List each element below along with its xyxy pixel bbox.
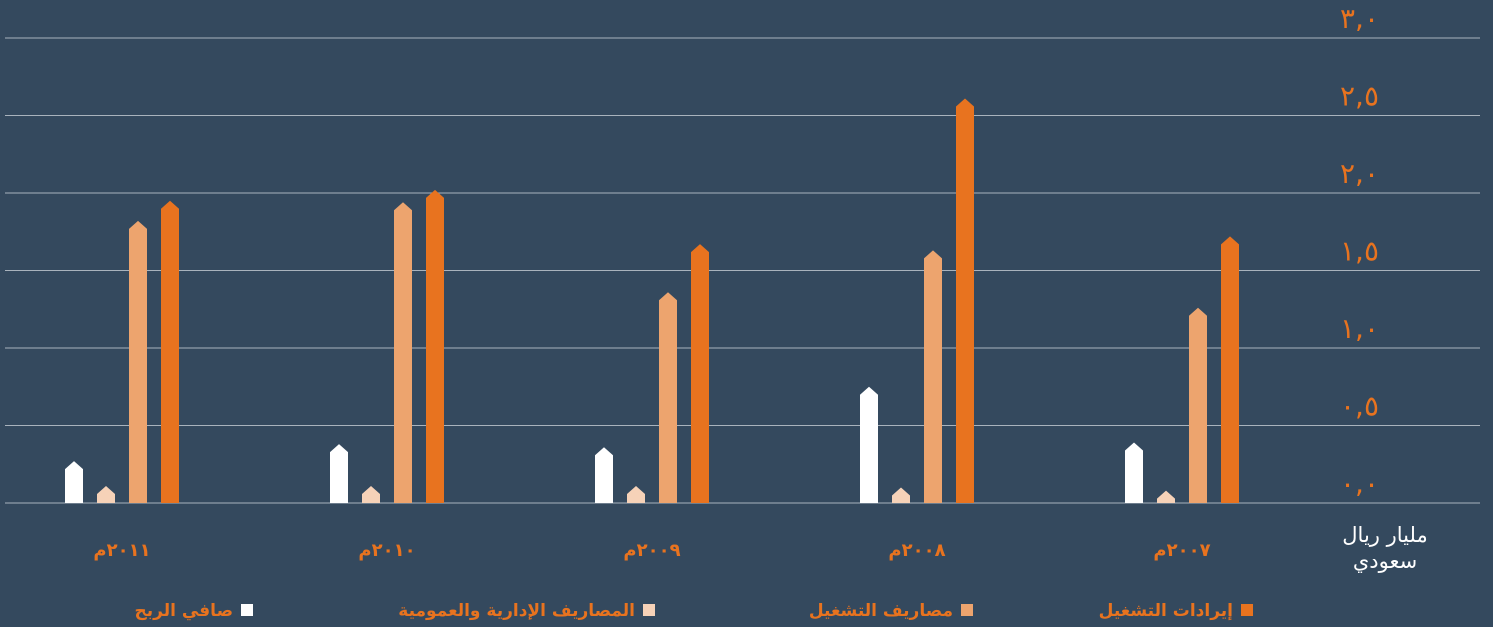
legend-swatch [961, 604, 973, 616]
bar [956, 98, 974, 503]
y-tick-label: ٢,٠ [1340, 157, 1379, 190]
bar [330, 444, 348, 503]
y-tick-label: ٠,٥ [1340, 390, 1379, 423]
y-axis-title: مليار ريال سعودي [1342, 523, 1428, 573]
x-tick-label: ٢٠٠٧م [1153, 540, 1210, 561]
bar [595, 447, 613, 503]
bar [394, 202, 412, 504]
legend-label: المصاريف الإدارية والعمومية [398, 601, 635, 621]
x-tick-label: ٢٠٠٩م [623, 540, 680, 561]
legend-label: إيرادات التشغيل [1099, 601, 1233, 621]
x-tick-label: ٢٠١٠م [358, 540, 415, 561]
legend-label: صافي الربح [135, 601, 233, 621]
bar [1189, 307, 1207, 503]
bar [892, 487, 910, 503]
bar [129, 220, 147, 503]
y-tick-label: ٠,٠ [1340, 467, 1379, 500]
bar [1157, 490, 1175, 503]
y-tick-label: ٣,٠ [1340, 2, 1379, 35]
legend-swatch [1241, 604, 1253, 616]
y-tick-label: ٢,٥ [1340, 80, 1379, 113]
y-tick-label: ١,٥ [1340, 235, 1379, 268]
y-tick-label: ١,٠ [1340, 312, 1379, 345]
legend-swatch [241, 604, 253, 616]
bar [65, 461, 83, 503]
bar [161, 200, 179, 503]
bar [1221, 236, 1239, 503]
bar [97, 485, 115, 503]
bar [659, 292, 677, 503]
bar [1125, 442, 1143, 503]
legend-swatch [643, 604, 655, 616]
bar [426, 189, 444, 503]
bar [924, 250, 942, 503]
bar [362, 485, 380, 503]
x-tick-label: ٢٠٠٨م [888, 540, 945, 561]
legend-label: مصاريف التشغيل [809, 601, 953, 621]
bar [691, 244, 709, 503]
x-tick-label: ٢٠١١م [93, 540, 150, 561]
bar [627, 485, 645, 503]
bar [860, 386, 878, 503]
